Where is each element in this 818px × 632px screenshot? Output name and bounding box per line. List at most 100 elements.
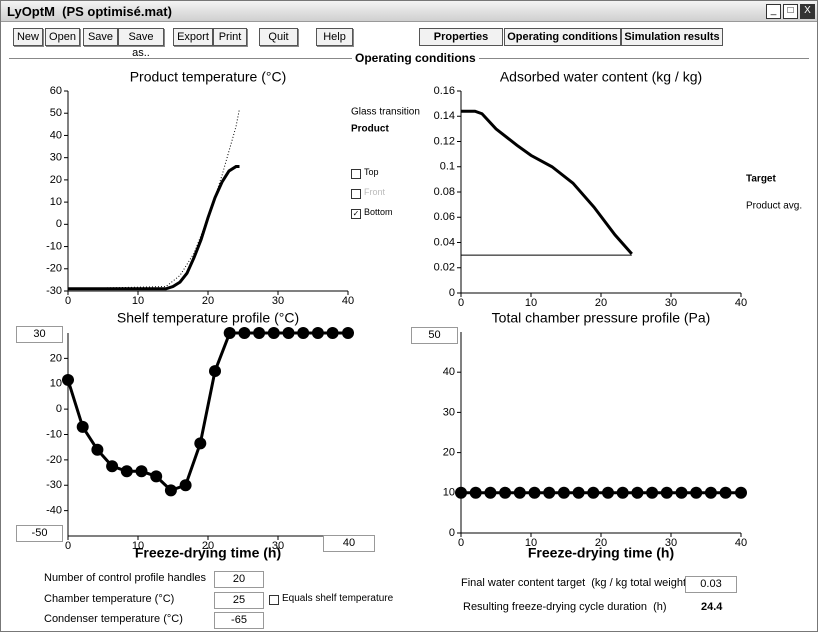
y-tick-label: 40 bbox=[443, 366, 455, 378]
y-tick-label: 0.08 bbox=[434, 186, 455, 198]
data-point bbox=[616, 486, 629, 499]
y-tick-label: -30 bbox=[46, 479, 62, 491]
y-tick-label: 10 bbox=[443, 487, 455, 499]
y-tick-label: 0.12 bbox=[434, 135, 455, 147]
toolbar-button[interactable]: Export bbox=[173, 28, 213, 46]
data-point bbox=[297, 327, 310, 339]
data-point bbox=[499, 486, 512, 499]
data-point bbox=[342, 327, 354, 339]
y-tick-label: 0.1 bbox=[440, 161, 455, 173]
data-point bbox=[719, 486, 732, 499]
toolbar-button[interactable]: Save bbox=[83, 28, 118, 46]
data-point bbox=[62, 373, 74, 386]
y-tick-label: 0.06 bbox=[434, 211, 455, 223]
maximize-button[interactable]: □ bbox=[783, 4, 798, 19]
axis-limit-input[interactable]: -50 bbox=[16, 525, 63, 542]
x-tick-label: 30 bbox=[272, 540, 284, 552]
data-point bbox=[690, 486, 703, 499]
chart-title: Total chamber pressure profile (Pa) bbox=[492, 310, 711, 326]
chart-title: Shelf temperature profile (°C) bbox=[117, 310, 299, 326]
toolbar-button[interactable]: Quit bbox=[259, 28, 298, 46]
data-point bbox=[179, 479, 192, 492]
data-point bbox=[209, 365, 221, 378]
y-tick-label: 0.02 bbox=[434, 262, 455, 274]
x-tick-label: 10 bbox=[525, 297, 537, 309]
y-tick-label: 30 bbox=[50, 152, 62, 164]
checkbox[interactable] bbox=[351, 189, 361, 199]
data-point bbox=[455, 486, 467, 499]
x-tick-label: 30 bbox=[665, 297, 677, 309]
data-point bbox=[150, 470, 163, 483]
field-label: Resulting freeze-drying cycle duration (… bbox=[463, 601, 667, 613]
field-input[interactable]: -65 bbox=[214, 612, 264, 629]
toolbar-button[interactable]: Open bbox=[45, 28, 80, 46]
toolbar-button[interactable]: New bbox=[13, 28, 43, 46]
chart-title: Product temperature (°C) bbox=[130, 69, 287, 85]
toolbar-button[interactable]: Help bbox=[316, 28, 353, 46]
series-line bbox=[461, 109, 633, 255]
y-tick-label: 0.04 bbox=[434, 236, 455, 248]
y-tick-label: 60 bbox=[50, 85, 62, 97]
y-tick-label: 50 bbox=[50, 107, 62, 119]
chart-title: Adsorbed water content (kg / kg) bbox=[500, 69, 702, 85]
data-point bbox=[223, 327, 236, 339]
legend-entry: Product bbox=[351, 124, 389, 135]
minimize-button[interactable]: _ bbox=[766, 4, 781, 19]
checkbox-label: Bottom bbox=[364, 207, 393, 217]
data-point bbox=[238, 327, 251, 339]
axis-limit-input[interactable]: 30 bbox=[16, 326, 63, 343]
tab-button[interactable]: Simulation results bbox=[621, 28, 723, 46]
data-point bbox=[675, 486, 688, 499]
data-point bbox=[484, 486, 497, 499]
data-point bbox=[194, 437, 207, 450]
x-axis-label: Freeze-drying time (h) bbox=[528, 545, 674, 561]
toolbar-button[interactable]: Print bbox=[213, 28, 247, 46]
checkbox-label: Top bbox=[364, 167, 379, 177]
y-tick-label: 0.16 bbox=[434, 85, 455, 97]
legend-entry: Product avg. bbox=[746, 201, 802, 212]
field-label: Number of control profile handles bbox=[44, 572, 207, 584]
checkbox[interactable] bbox=[351, 169, 361, 179]
tab-button[interactable]: Properties bbox=[419, 28, 503, 46]
checkbox[interactable] bbox=[269, 595, 279, 605]
tab-button[interactable]: Operating conditions bbox=[504, 28, 621, 46]
data-point bbox=[326, 327, 339, 339]
toolbar-button[interactable]: Save as.. bbox=[118, 28, 164, 59]
x-tick-label: 40 bbox=[735, 537, 747, 549]
series-line bbox=[67, 108, 240, 290]
field-input[interactable]: 20 bbox=[214, 571, 264, 588]
x-tick-label: 10 bbox=[525, 537, 537, 549]
data-point bbox=[267, 327, 280, 339]
y-tick-label: 0 bbox=[56, 218, 62, 230]
checkbox-label: Equals shelf temperature bbox=[282, 593, 394, 604]
close-button[interactable]: X bbox=[800, 4, 815, 19]
data-point bbox=[76, 420, 89, 433]
result-value: 24.4 bbox=[701, 601, 723, 613]
y-tick-label: -20 bbox=[46, 263, 62, 275]
field-label: Final water content target (kg / kg tota… bbox=[461, 577, 690, 589]
y-tick-label: 0 bbox=[449, 527, 455, 539]
x-tick-label: 30 bbox=[665, 537, 677, 549]
data-point bbox=[513, 486, 526, 499]
data-point bbox=[587, 486, 600, 499]
field-input[interactable]: 0.03 bbox=[685, 576, 737, 593]
data-point bbox=[543, 486, 556, 499]
x-tick-label: 20 bbox=[202, 295, 214, 307]
legend-entry: Glass transition bbox=[351, 107, 420, 118]
y-tick-label: 0 bbox=[449, 287, 455, 299]
x-tick-label: 30 bbox=[272, 295, 284, 307]
checkbox[interactable]: ✓ bbox=[351, 209, 361, 219]
axis-limit-input[interactable]: 50 bbox=[411, 327, 458, 344]
x-tick-label: 20 bbox=[595, 537, 607, 549]
y-tick-label: 0.14 bbox=[434, 110, 455, 122]
x-tick-label: 0 bbox=[65, 540, 71, 552]
field-input[interactable]: 25 bbox=[214, 592, 264, 609]
series-line bbox=[68, 165, 240, 291]
data-point bbox=[704, 486, 717, 499]
axis-limit-input[interactable]: 40 bbox=[323, 535, 375, 552]
x-tick-label: 20 bbox=[202, 540, 214, 552]
x-tick-label: 40 bbox=[735, 297, 747, 309]
data-point bbox=[735, 486, 747, 499]
y-tick-label: 10 bbox=[50, 378, 62, 390]
